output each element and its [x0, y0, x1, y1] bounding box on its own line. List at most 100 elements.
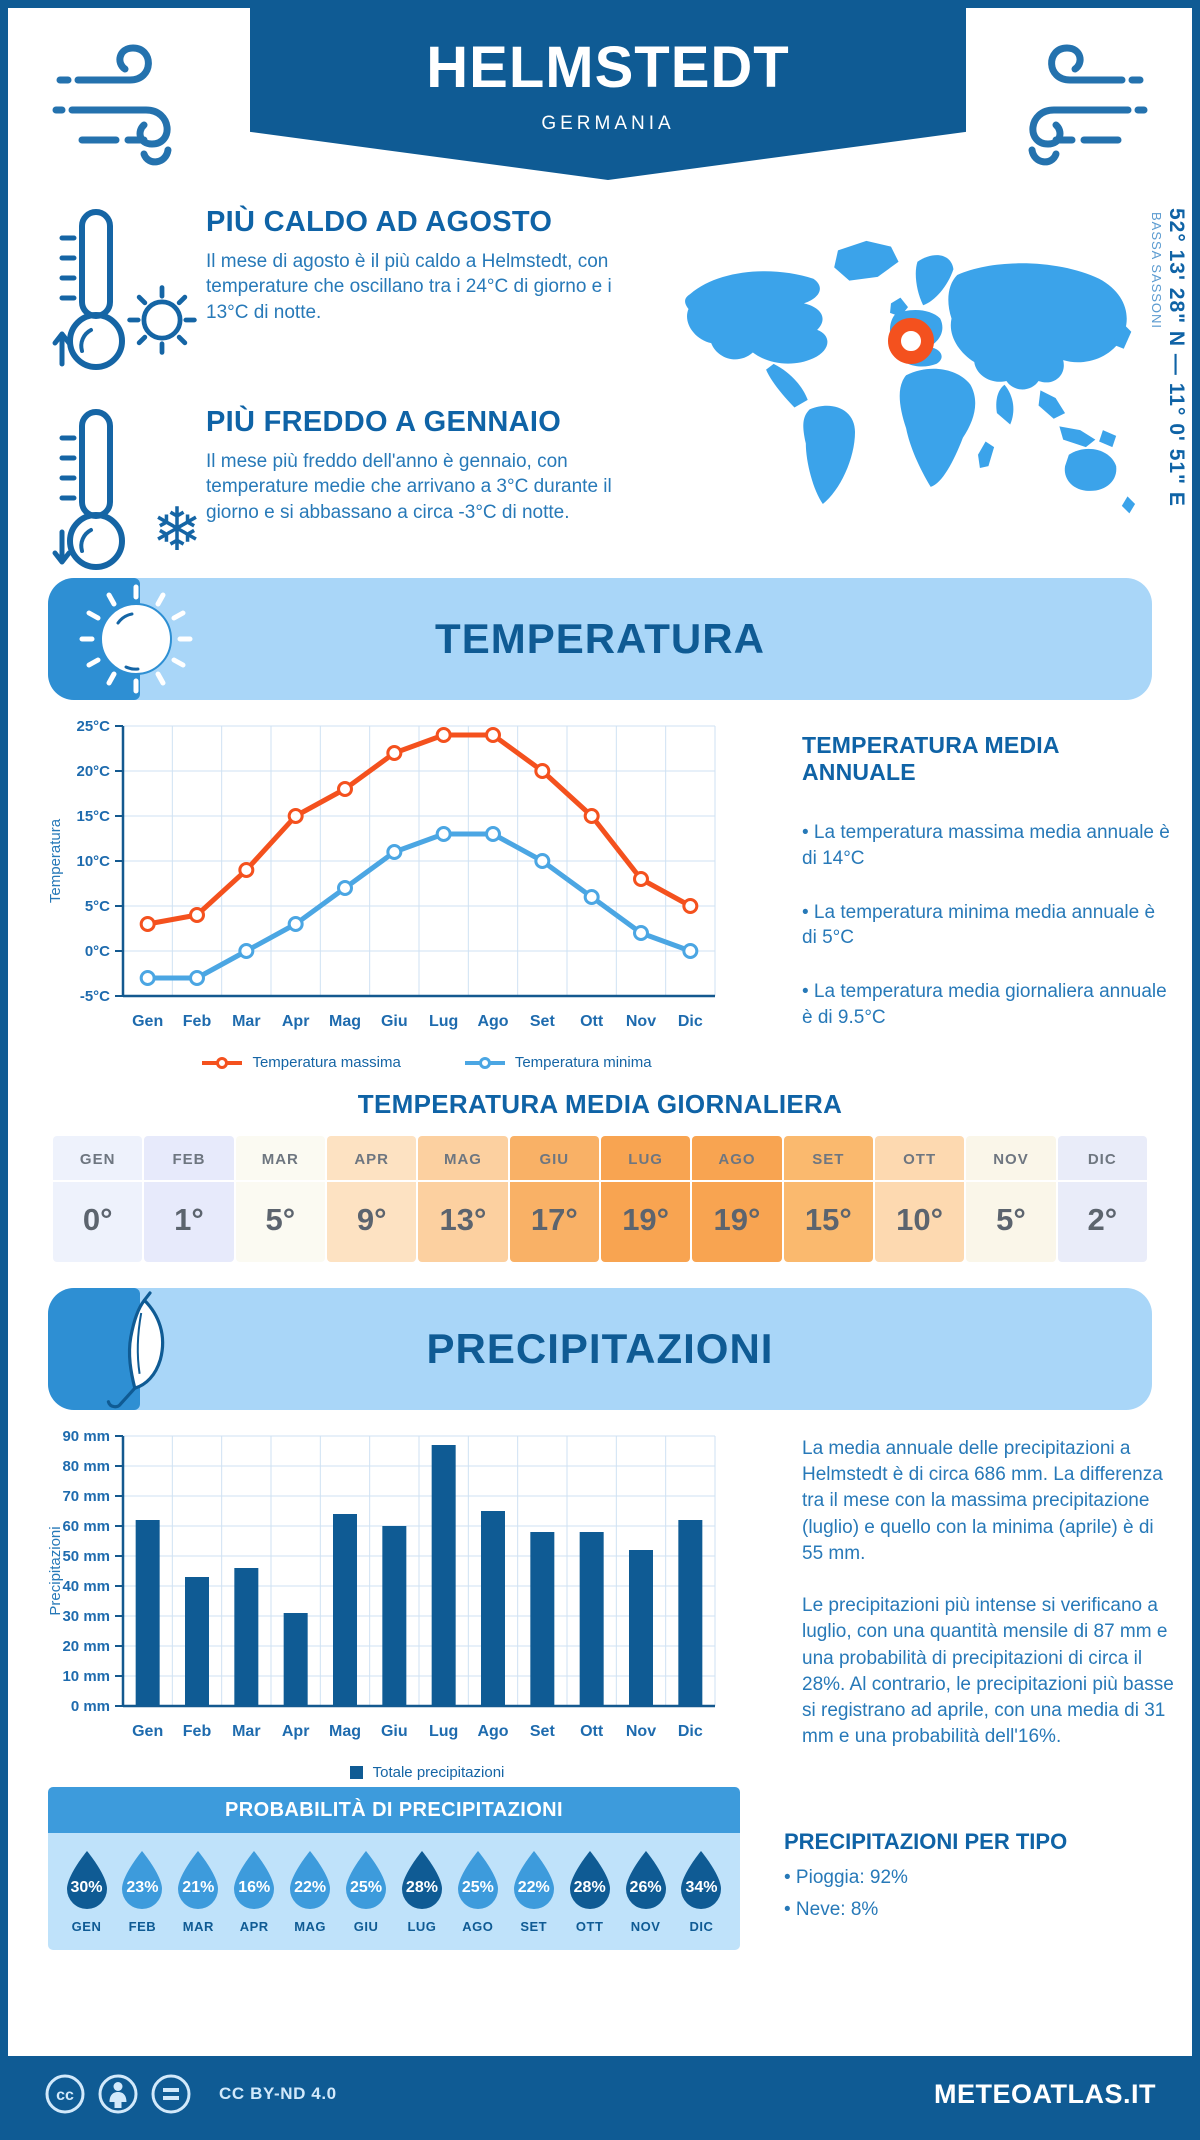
svg-text:80 mm: 80 mm	[62, 1458, 110, 1475]
svg-text:0°C: 0°C	[85, 943, 110, 960]
probability-month: OTT	[575, 1919, 604, 1934]
month-label: FEB	[144, 1136, 234, 1180]
map-area: 52° 13' 28" N — 11° 0' 51" E BASSA SASSO…	[646, 204, 1192, 570]
brand-link[interactable]: METEOATLAS.IT	[934, 2078, 1156, 2109]
svg-text:Giu: Giu	[381, 1013, 408, 1030]
sun-banner-icon	[79, 584, 193, 694]
svg-text:Ago: Ago	[477, 1013, 508, 1030]
probability-month: MAR	[182, 1919, 214, 1934]
droplet-icon: 25%	[343, 1849, 389, 1911]
umbrella-icon	[106, 1291, 165, 1409]
month-mean-temperature: 10°	[874, 1182, 965, 1262]
probability-month: GIU	[353, 1919, 379, 1934]
svg-text:Ott: Ott	[580, 1013, 604, 1030]
cc-badges[interactable]: cc CC BY-ND 4.0	[44, 2073, 337, 2115]
droplet-icon: 34%	[678, 1849, 724, 1911]
svg-text:10 mm: 10 mm	[62, 1668, 110, 1685]
svg-text:Apr: Apr	[282, 1723, 310, 1740]
probability-value: 25%	[350, 1879, 383, 1896]
svg-text:Set: Set	[530, 1723, 556, 1740]
probability-drop-mar: 21% MAR	[172, 1849, 225, 1934]
droplet-icon: 23%	[119, 1849, 165, 1911]
location-marker	[888, 318, 934, 364]
temperature-line-chart: -5°C 0°C 5°C 10°C 15°C 20°C 25°C Gen Feb Mar Apr Ma…	[47, 718, 716, 1030]
svg-text:20°C: 20°C	[76, 763, 110, 780]
probability-month: FEB	[128, 1919, 157, 1934]
month-mean-temperature: 15°	[783, 1182, 873, 1262]
svg-text:Lug: Lug	[429, 1723, 458, 1740]
annual-temperature-title: TEMPERATURA MEDIA ANNUALE	[802, 732, 1059, 785]
legend-max-marker	[202, 1056, 243, 1069]
probability-month: GEN	[71, 1919, 102, 1934]
droplet-icon: 26%	[623, 1849, 669, 1911]
svg-text:50 mm: 50 mm	[62, 1548, 110, 1565]
month-label: APR	[326, 1136, 417, 1180]
precipitation-summary: La media annuale delle precipitazioni a …	[752, 1420, 1192, 1781]
legend-min-label: Temperatura minima	[514, 1054, 652, 1071]
probability-value: 22%	[517, 1879, 550, 1896]
droplet-icon: 21%	[175, 1849, 221, 1911]
month-column-lug: LUG 19°	[600, 1136, 691, 1262]
month-mean-temperature: 5°	[966, 1182, 1056, 1262]
month-column-gen: GEN 0°	[53, 1136, 143, 1262]
temperature-legend: Temperatura massima Temperatura minima	[38, 1054, 752, 1071]
svg-text:Nov: Nov	[626, 1013, 656, 1030]
svg-text:Ott: Ott	[580, 1723, 604, 1740]
month-column-mar: MAR 5°	[235, 1136, 325, 1262]
header: HELMSTEDT GERMANIA	[8, 8, 1192, 194]
probability-value: 28%	[573, 1879, 606, 1896]
annual-temperature-summary: TEMPERATURA MEDIA ANNUALE • La temperatu…	[752, 710, 1192, 1071]
month-label: SET	[783, 1136, 873, 1180]
svg-text:70 mm: 70 mm	[62, 1488, 110, 1505]
intro-section: PIÙ CALDO AD AGOSTO Il mese di agosto è …	[8, 194, 1192, 574]
svg-text:5°C: 5°C	[85, 898, 110, 915]
svg-text:Mag: Mag	[329, 1723, 361, 1740]
month-label: MAR	[235, 1136, 325, 1180]
month-label: GEN	[53, 1136, 143, 1180]
title-ribbon: HELMSTEDT GERMANIA	[250, 8, 966, 180]
probability-drop-feb: 23% FEB	[116, 1849, 169, 1934]
probability-drop-dic: 34% DIC	[675, 1849, 728, 1934]
coldest-month-block: ❄ PIÙ FREDDO A GENNAIO Il mese più fredd…	[50, 404, 646, 574]
probability-value: 23%	[126, 1879, 159, 1896]
precipitation-type-title: PRECIPITAZIONI PER TIPO	[784, 1829, 1068, 1854]
month-mean-temperature: 17°	[509, 1182, 599, 1262]
svg-text:30 mm: 30 mm	[62, 1608, 110, 1625]
precipitation-probability-box: PROBABILITÀ DI PRECIPITAZIONI 30% GEN 23% F…	[48, 1787, 740, 1950]
probability-month: AGO	[462, 1919, 494, 1934]
svg-text:Dic: Dic	[678, 1723, 703, 1740]
svg-text:60 mm: 60 mm	[62, 1518, 110, 1535]
coldest-month-title: PIÙ FREDDO A GENNAIO	[206, 406, 562, 438]
annual-max-bullet: • La temperatura massima media annuale è…	[802, 822, 1170, 869]
probability-drop-giu: 25% GIU	[340, 1849, 393, 1934]
legend-total-label: Totale precipitazioni	[372, 1764, 505, 1781]
svg-text:Mar: Mar	[232, 1723, 260, 1740]
month-column-giu: GIU 17°	[509, 1136, 599, 1262]
precipitation-bar-chart: 0 mm 10 mm 20 mm 30 mm 40 mm 50 mm 60 mm 70 mm 8…	[47, 1428, 716, 1740]
svg-text:cc: cc	[56, 2087, 74, 2104]
month-mean-temperature: 19°	[692, 1182, 782, 1262]
probability-drop-gen: 30% GEN	[60, 1849, 113, 1934]
month-column-dic: DIC 2°	[1057, 1136, 1147, 1262]
annual-mean-bullet: • La temperatura media giornaliera annua…	[802, 981, 1167, 1029]
wind-icon	[1028, 44, 1148, 166]
month-mean-temperature: 1°	[144, 1182, 234, 1262]
sun-icon	[127, 285, 197, 355]
month-mean-temperature: 9°	[326, 1182, 417, 1262]
droplet-icon: 28%	[567, 1849, 613, 1911]
coldest-month-text: Il mese più freddo dell'anno è gennaio, …	[206, 451, 612, 523]
legend-total-marker	[349, 1766, 363, 1779]
droplet-icon: 28%	[399, 1849, 445, 1911]
month-column-feb: FEB 1°	[144, 1136, 234, 1262]
license-text: CC BY-ND 4.0	[219, 2084, 337, 2103]
warmest-month-title: PIÙ CALDO AD AGOSTO	[206, 206, 553, 238]
svg-text:Gen: Gen	[132, 1723, 163, 1740]
droplet-icon: 30%	[64, 1849, 110, 1911]
probability-month: APR	[239, 1919, 269, 1934]
precipitation-chart-row: 0 mm 10 mm 20 mm 30 mm 40 mm 50 mm 60 mm 70 mm 8…	[8, 1410, 1192, 1781]
svg-text:90 mm: 90 mm	[62, 1428, 110, 1445]
coordinates-text: 52° 13' 28" N — 11° 0' 51" E	[1165, 208, 1188, 507]
month-mean-temperature: 13°	[418, 1182, 508, 1262]
probability-month: SET	[520, 1919, 548, 1934]
